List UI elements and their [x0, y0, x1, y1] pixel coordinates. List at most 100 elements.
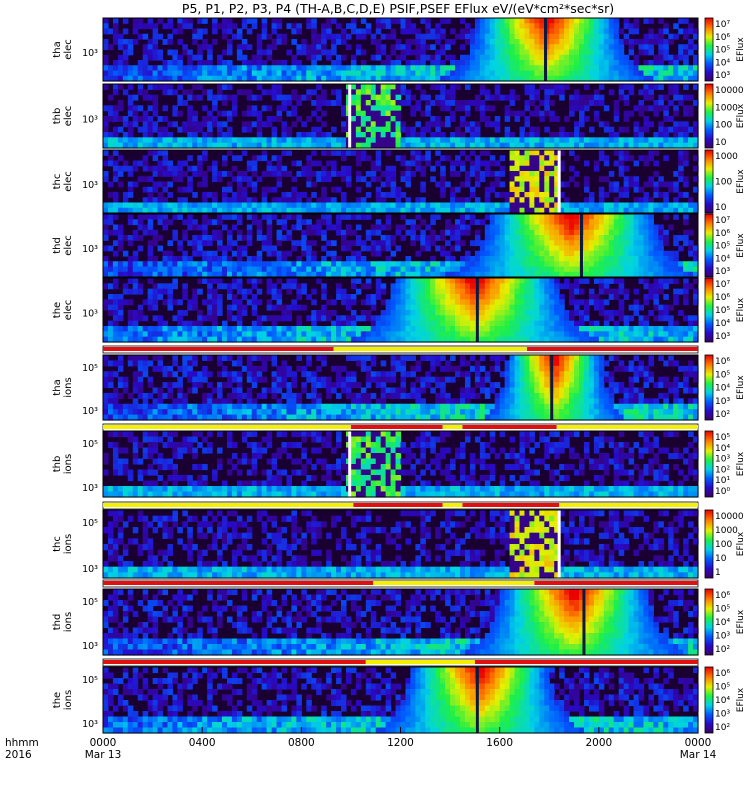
spectrogram-cell	[103, 70, 109, 77]
spectrogram-cell	[534, 310, 540, 316]
spectrogram-cell	[460, 132, 466, 138]
spectrogram-cell	[583, 176, 590, 183]
spectrogram-cell	[539, 160, 545, 167]
spectrogram-cell	[306, 336, 312, 343]
spectrogram-cell	[410, 320, 416, 327]
spectrogram-cell	[321, 186, 327, 193]
spectrogram-cell	[484, 326, 491, 332]
spectrogram-cell	[167, 266, 174, 273]
spectrogram-cell	[187, 165, 193, 172]
spectrogram-cell	[489, 250, 496, 257]
spectrogram-cell	[370, 105, 377, 112]
spectrogram-cell	[564, 219, 570, 226]
spectrogram-cell	[425, 310, 431, 316]
spectrogram-cell	[306, 202, 312, 209]
spectrogram-cell	[658, 132, 664, 138]
spectrogram-cell	[539, 331, 545, 338]
spectrogram-cell	[276, 315, 283, 322]
spectrogram-cell	[177, 310, 183, 316]
spectrogram-cell	[405, 165, 412, 172]
spectrogram-cell	[236, 171, 243, 177]
spectrogram-cell	[311, 326, 317, 332]
spectrogram-cell	[410, 315, 416, 322]
spectrogram-cell	[316, 70, 322, 77]
spectrogram-cell	[266, 44, 273, 51]
spectrogram-cell	[390, 288, 397, 295]
spectrogram-cell	[464, 331, 471, 338]
spectrogram-cell	[182, 261, 188, 268]
spectrogram-cell	[509, 271, 516, 278]
spectrogram-cell	[564, 70, 570, 77]
spectrogram-cell	[147, 137, 154, 144]
spectrogram-cell	[197, 84, 203, 90]
spectrogram-cell	[306, 165, 312, 172]
spectrogram-cell	[375, 132, 382, 138]
spectrogram-cell	[355, 116, 362, 122]
spectrogram-cell	[559, 54, 565, 61]
spectrogram-cell	[688, 229, 694, 236]
spectrogram-cell	[494, 49, 501, 56]
spectrogram-cell	[241, 336, 248, 343]
spectrogram-cell	[554, 181, 560, 188]
spectrogram-cell	[435, 23, 441, 30]
spectrogram-cell	[301, 132, 307, 138]
spectrogram-cell	[132, 283, 139, 290]
spectrogram-cell	[663, 94, 669, 101]
spectrogram-cell	[663, 142, 669, 149]
spectrogram-cell	[603, 214, 610, 220]
spectrogram-cell	[455, 336, 461, 343]
spectrogram-cell	[142, 94, 149, 101]
spectrogram-cell	[107, 160, 114, 167]
spectrogram-cell	[182, 266, 188, 273]
spectrogram-cell	[554, 150, 560, 156]
spectrogram-cell	[544, 33, 550, 40]
spectrogram-cell	[583, 229, 590, 236]
spectrogram-cell	[316, 116, 322, 122]
spectrogram-cell	[331, 60, 337, 66]
spectrogram-cell	[147, 250, 154, 257]
spectrogram-cell	[504, 207, 511, 214]
spectrogram-cell	[122, 326, 129, 332]
spectrogram-cell	[147, 229, 154, 236]
spectrogram-cell	[445, 315, 451, 322]
spectrogram-cell	[618, 271, 625, 278]
spectrogram-cell	[628, 304, 635, 311]
spectrogram-cell	[137, 70, 144, 77]
spectrogram-cell	[137, 176, 144, 183]
spectrogram-cell	[628, 315, 635, 322]
spectrogram-cell	[460, 54, 466, 61]
spectrogram-cell	[207, 121, 213, 128]
spectrogram-cell	[355, 171, 362, 177]
spectrogram-cell	[514, 288, 521, 295]
spectrogram-cell	[291, 23, 297, 30]
spectrogram-cell	[583, 326, 590, 332]
spectrogram-cell	[673, 84, 679, 90]
spectrogram-cell	[579, 39, 585, 45]
spectrogram-cell	[212, 315, 218, 322]
spectrogram-cell	[455, 100, 461, 106]
spectrogram-cell	[137, 207, 144, 214]
spectrogram-cell	[415, 214, 421, 220]
spectrogram-cell	[395, 142, 402, 149]
spectrogram-cell	[549, 70, 555, 77]
spectrogram-cell	[365, 75, 372, 82]
spectrogram-cell	[593, 89, 600, 96]
spectrogram-cell	[217, 60, 223, 66]
spectrogram-cell	[207, 283, 213, 290]
spectrogram-cell	[469, 336, 476, 343]
spectrogram-cell	[241, 186, 248, 193]
spectrogram-cell	[618, 192, 625, 198]
spectrogram-cell	[628, 176, 635, 183]
spectrogram-cell	[435, 39, 441, 45]
spectrogram-cell	[127, 320, 134, 327]
spectrogram-cell	[147, 202, 154, 209]
spectrogram-cell	[514, 155, 521, 162]
spectrogram-cell	[519, 39, 526, 45]
spectrogram-cell	[464, 155, 471, 162]
spectrogram-cell	[569, 49, 575, 56]
spectrogram-cell	[326, 28, 332, 35]
spectrogram-cell	[370, 176, 377, 183]
spectrogram-cell	[202, 214, 208, 220]
spectrogram-cell	[445, 326, 451, 332]
spectrogram-cell	[217, 219, 223, 226]
